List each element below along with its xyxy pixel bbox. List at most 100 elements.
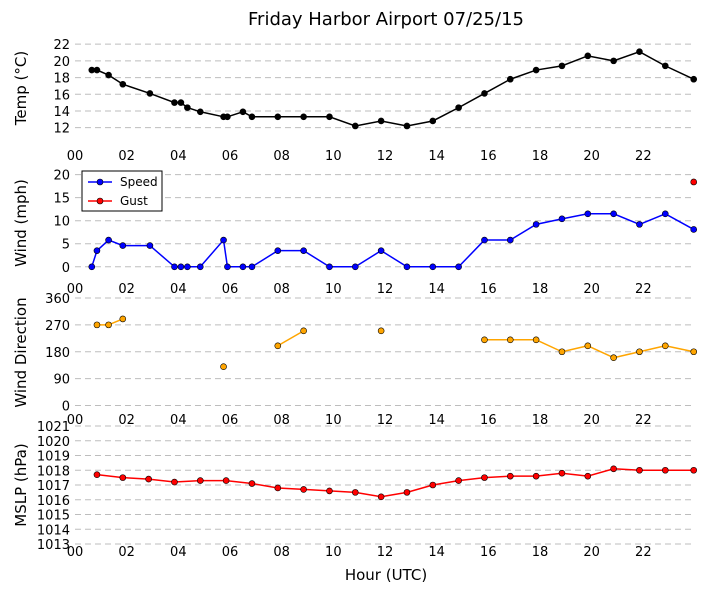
wind-direction-series-0-point: [506, 336, 514, 344]
temperature-xtick-label: 22: [635, 149, 652, 164]
pressure-series-0-point: [532, 472, 540, 480]
temperature-series-0-point: [248, 113, 256, 121]
wind-speed-series-speed-point: [481, 236, 488, 244]
wind-direction-xtick-label: 16: [480, 413, 497, 428]
temperature-series-0-point: [636, 48, 643, 55]
temperature-series-0-point: [177, 99, 185, 106]
pressure-series-0-point: [584, 472, 592, 480]
wind-speed-series-speed-point: [610, 210, 617, 218]
temperature-series-0-point: [274, 113, 282, 121]
wind-speed-series-speed-point: [429, 263, 437, 271]
pressure-ytick-label: 1014: [37, 523, 70, 538]
wind-speed-series-speed-line: [91, 212, 695, 268]
wind-speed-ytick-label: 5: [62, 238, 70, 253]
wind-speed-ytick-label: 0: [62, 261, 70, 276]
wind-direction-xtick-label: 20: [583, 413, 600, 428]
temperature-xtick-label: 16: [480, 149, 497, 164]
wind-direction-series-0-point: [558, 348, 566, 356]
pressure-xtick-label: 04: [170, 545, 187, 560]
temperature-series-0-point: [506, 75, 514, 83]
pressure-xtick-label: 06: [222, 545, 239, 560]
temperature-series-0-point: [146, 90, 154, 97]
temperature-xtick-label: 00: [67, 149, 84, 164]
wind-speed-ytick-label: 10: [53, 215, 70, 230]
wind-speed-series-speed-point: [184, 263, 191, 271]
pressure-series-0-point: [222, 477, 230, 484]
wind-speed-series-gust-point: [690, 178, 698, 186]
wind-speed-ytick-label: 20: [53, 169, 70, 184]
wind-speed-series-speed-point: [377, 247, 385, 254]
wind-speed-xtick-label: 22: [635, 282, 652, 297]
temperature-y-axis-label: Temp (°C): [12, 51, 30, 126]
wind-direction-series-0-point: [300, 327, 307, 335]
wind-direction-series-0-point: [119, 315, 127, 323]
wind-speed-series-speed-point: [455, 263, 462, 271]
wind-speed-xtick-label: 06: [222, 282, 239, 297]
pressure-xtick-label: 10: [325, 545, 342, 560]
pressure-series-0-point: [690, 466, 698, 474]
temperature-xtick-label: 20: [583, 149, 600, 164]
wind-speed-xtick-label: 18: [532, 282, 549, 297]
pressure-xtick-label: 08: [273, 545, 290, 560]
temperature-series-0-point: [300, 113, 307, 121]
temperature-xtick-label: 06: [222, 149, 239, 164]
pressure-series-0-point: [558, 469, 566, 477]
wind-direction-series-0-point: [584, 342, 592, 350]
temperature-series-0-point: [119, 80, 127, 88]
temperature-xtick-label: 18: [532, 149, 549, 164]
pressure-series-0-line: [96, 468, 694, 498]
pressure-series-0-point: [248, 480, 256, 487]
pressure-series-0-point: [119, 474, 127, 481]
wind-speed-series-speed-point: [248, 263, 256, 271]
wind-speed-series-speed-point: [146, 242, 154, 249]
temperature-ytick-label: 12: [53, 122, 70, 137]
wind-direction-series-0-point: [274, 342, 282, 350]
wind-direction-series-0-segment: [561, 345, 588, 353]
wind-direction-series-0-point: [610, 354, 617, 362]
pressure-ytick-label: 1019: [37, 450, 70, 465]
wind-speed-series-speed-point: [661, 210, 669, 218]
wind-direction-series-0-point: [220, 363, 227, 370]
legend-label: Gust: [120, 194, 148, 208]
pressure-series-0-point: [377, 493, 385, 501]
wind-speed-series-speed-point: [93, 247, 101, 254]
wind-speed-series-speed-point: [506, 236, 514, 244]
pressure-series-0-point: [196, 477, 204, 484]
pressure-xtick-label: 18: [532, 545, 549, 560]
pressure-series-0-point: [481, 474, 488, 481]
wind-speed-series-speed-point: [177, 263, 185, 271]
temperature-series-0-point: [105, 71, 112, 79]
temperature-series-0-point: [403, 122, 411, 130]
temperature-xtick-label: 12: [377, 149, 394, 164]
temperature-xtick-label: 04: [170, 149, 187, 164]
wind-speed-panel: 0 5 10 15 20 00 02 04 06 08 10 12 14 16 18 20 22 Wind (mp…: [12, 169, 698, 297]
pressure-series-0-point: [403, 489, 411, 496]
pressure-series-0-point: [171, 478, 178, 486]
wind-direction-xtick-label: 02: [118, 413, 135, 428]
wind-speed-y-axis-label: Wind (mph): [12, 179, 30, 267]
wind-direction-ytick-label: 270: [45, 319, 70, 334]
pressure-series-0-point: [661, 466, 669, 474]
x-axis-label: Hour (UTC): [345, 566, 427, 584]
temperature-ytick-label: 20: [53, 55, 70, 70]
wind-direction-series-0-segment: [535, 339, 563, 353]
wind-speed-series-speed-point: [196, 263, 204, 271]
wind-direction-xtick-label: 08: [273, 413, 290, 428]
pressure-xtick-label: 16: [480, 545, 497, 560]
wind-direction-y-axis-label: Wind Direction: [12, 297, 30, 407]
pressure-series-0-point: [636, 466, 643, 474]
wind-speed-xtick-label: 08: [273, 282, 290, 297]
wind-direction-series-0-segment: [277, 330, 305, 347]
wind-direction-ytick-label: 360: [45, 292, 70, 307]
wind-speed-series-speed-point: [239, 263, 247, 271]
wind-direction-xtick-label: 14: [428, 413, 445, 428]
pressure-ytick-label: 1020: [37, 435, 70, 450]
pressure-series-0-point: [351, 489, 359, 496]
wind-direction-series-0-point: [93, 321, 101, 329]
wind-speed-xtick-label: 16: [480, 282, 497, 297]
pressure-y-axis-label: MSLP (hPa): [12, 443, 30, 526]
wind-direction-ytick-label: 0: [62, 400, 70, 415]
pressure-xtick-label: 12: [377, 545, 394, 560]
temperature-series-0-point: [171, 99, 178, 106]
